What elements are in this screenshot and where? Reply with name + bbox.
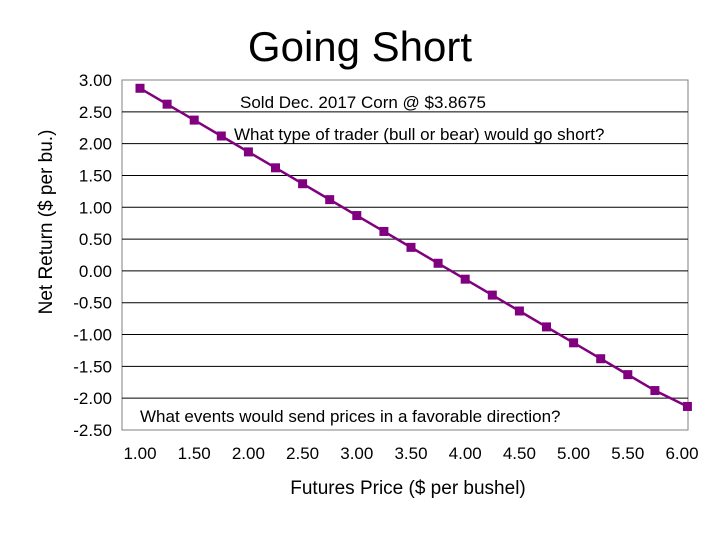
data-point [352, 211, 362, 221]
data-point [162, 99, 172, 109]
y-tick-label: -1.00 [73, 326, 112, 345]
data-point [650, 386, 660, 396]
annotation-events-question: What events would send prices in a favor… [140, 407, 561, 426]
data-point [189, 115, 199, 125]
y-tick-label: 0.00 [79, 262, 112, 281]
data-point [623, 370, 633, 380]
plot-area [121, 79, 689, 431]
x-tick-label: 2.50 [286, 444, 319, 463]
data-point [460, 274, 470, 284]
x-tick-label: 2.00 [232, 444, 265, 463]
data-point [298, 179, 308, 189]
series-group [135, 83, 692, 411]
data-point [487, 290, 497, 300]
y-tick-label: 2.50 [79, 103, 112, 122]
x-tick-label: 6.00 [665, 444, 698, 463]
annotation-trader-question: What type of trader (bull or bear) would… [234, 125, 604, 144]
y-tick-label: 0.50 [79, 230, 112, 249]
data-point [596, 354, 606, 364]
slide-title: Going Short [247, 23, 473, 70]
data-point [135, 83, 145, 93]
y-tick-label: 1.00 [79, 198, 112, 217]
x-tick-label: 3.00 [340, 444, 373, 463]
data-point [243, 147, 253, 157]
x-tick-label: 5.50 [611, 444, 644, 463]
data-point [682, 401, 692, 411]
data-point [406, 242, 416, 252]
x-tick-label: 3.50 [394, 444, 427, 463]
data-point [325, 195, 335, 205]
x-axis-label: Futures Price ($ per bushel) [290, 478, 526, 499]
x-tick-label: 1.50 [178, 444, 211, 463]
data-point [271, 163, 280, 173]
x-tick-label: 1.00 [123, 444, 156, 463]
data-point [569, 338, 579, 348]
y-tick-label: 2.00 [79, 135, 112, 154]
annotation-sold-price: Sold Dec. 2017 Corn @ $3.8675 [240, 93, 486, 112]
x-tick-label: 4.00 [449, 444, 482, 463]
y-axis-label: Net Return ($ per bu.) [36, 130, 57, 315]
y-tick-label: -2.00 [73, 389, 112, 408]
x-tick-label: 5.00 [557, 444, 590, 463]
y-tick-label: -1.50 [73, 357, 112, 376]
x-tick-label: 4.50 [503, 444, 536, 463]
x-tick-labels: 1.00 1.50 2.00 2.50 3.00 3.50 4.00 4.50 5.00 5.50… [123, 444, 698, 463]
gridlines [122, 111, 688, 399]
y-tick-label: 3.00 [79, 71, 112, 90]
data-point [379, 226, 389, 236]
data-point [514, 306, 524, 316]
y-tick-label: 1.50 [79, 166, 112, 185]
y-tick-label: -2.50 [73, 421, 112, 440]
data-point [542, 322, 551, 332]
y-tick-labels: 3.00 2.50 2.00 1.50 1.00 0.50 0.00 -0.50 -1.00 -1… [73, 71, 112, 440]
y-tick-label: -0.50 [73, 294, 112, 313]
data-point [216, 131, 226, 141]
data-point [433, 258, 443, 268]
